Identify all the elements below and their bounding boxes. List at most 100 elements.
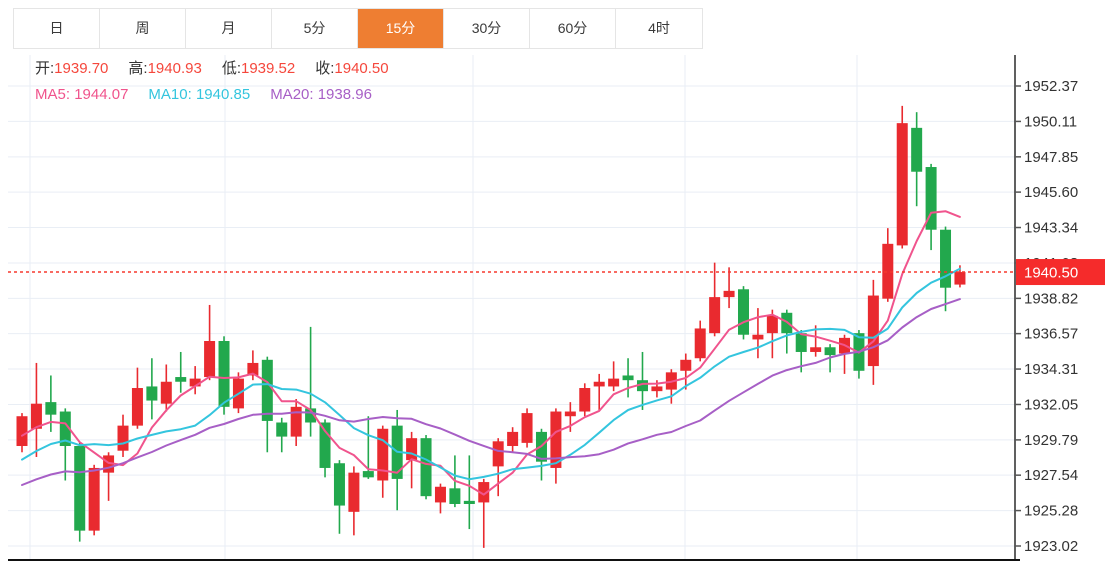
ma-value: 1940.85 xyxy=(195,86,251,103)
candle-body xyxy=(752,334,764,340)
candle-body xyxy=(333,463,345,506)
candle-body xyxy=(709,297,721,334)
candle-48[interactable] xyxy=(709,262,721,337)
y-tick-label: 1936.57 xyxy=(1024,326,1078,343)
candle-body xyxy=(738,289,749,335)
candle-body xyxy=(218,340,230,407)
candle-1[interactable] xyxy=(30,362,42,457)
candle-body xyxy=(88,467,100,531)
candle-41[interactable] xyxy=(608,361,620,392)
y-tick-label: 1938.82 xyxy=(1024,290,1078,307)
candle-body xyxy=(348,472,360,512)
candle-21[interactable] xyxy=(319,419,331,478)
candle-62[interactable] xyxy=(911,112,923,207)
y-tick-label: 1947.85 xyxy=(1024,149,1078,166)
candle-body xyxy=(550,411,562,468)
candle-11[interactable] xyxy=(175,351,187,393)
ohlc-item-0: 开:1939.70 xyxy=(35,60,108,77)
candle-43[interactable] xyxy=(636,351,648,410)
candle-body xyxy=(59,411,71,447)
ohlc-value: 1940.50 xyxy=(334,60,389,77)
candle-0[interactable] xyxy=(16,413,28,453)
candle-body xyxy=(261,359,273,421)
candle-4[interactable] xyxy=(74,442,86,542)
tab-30min[interactable]: 30分 xyxy=(444,9,530,48)
ohlc-value: 1939.52 xyxy=(240,60,296,77)
candle-45[interactable] xyxy=(665,369,677,404)
candle-28[interactable] xyxy=(420,435,432,500)
y-tick-label: 1943.34 xyxy=(1024,220,1078,237)
candle-16[interactable] xyxy=(247,350,259,381)
candle-55[interactable] xyxy=(810,325,822,357)
candle-63[interactable] xyxy=(925,163,937,251)
candle-46[interactable] xyxy=(680,353,692,390)
candle-33[interactable] xyxy=(492,438,504,497)
candle-35[interactable] xyxy=(521,408,533,448)
candle-body xyxy=(507,431,519,447)
candle-body xyxy=(925,167,937,230)
candle-body xyxy=(824,347,836,356)
candle-body xyxy=(723,290,735,298)
candle-body xyxy=(954,272,966,285)
candle-6[interactable] xyxy=(103,452,115,501)
candle-body xyxy=(766,315,778,334)
candle-3[interactable] xyxy=(59,408,71,481)
y-tick-label: 1934.31 xyxy=(1024,361,1078,378)
candle-body xyxy=(463,500,475,504)
y-tick-label: 1927.54 xyxy=(1024,467,1078,484)
candle-29[interactable] xyxy=(434,483,446,514)
candle-53[interactable] xyxy=(781,309,793,354)
ohlc-label: 低: xyxy=(221,60,241,77)
candle-body xyxy=(362,471,374,478)
candle-body xyxy=(420,438,432,497)
candle-19[interactable] xyxy=(290,398,302,447)
candle-5[interactable] xyxy=(88,464,100,536)
candle-49[interactable] xyxy=(723,267,735,309)
candle-body xyxy=(189,378,201,387)
tab-5min[interactable]: 5分 xyxy=(272,9,358,48)
candle-42[interactable] xyxy=(622,358,634,398)
candle-25[interactable] xyxy=(377,425,389,498)
ma-value: 1938.96 xyxy=(317,86,372,103)
candle-body xyxy=(478,482,490,503)
tab-60min[interactable]: 60分 xyxy=(530,9,616,48)
candle-22[interactable] xyxy=(333,460,345,534)
tab-day[interactable]: 日 xyxy=(14,9,100,48)
candle-body xyxy=(911,127,923,172)
candle-39[interactable] xyxy=(579,383,591,417)
candle-7[interactable] xyxy=(117,414,129,457)
candle-36[interactable] xyxy=(535,428,547,481)
candle-body xyxy=(579,388,591,412)
candle-9[interactable] xyxy=(146,358,158,420)
ma-item-0: MA5: 1944.07 xyxy=(35,86,128,103)
candle-13[interactable] xyxy=(204,304,216,381)
candle-12[interactable] xyxy=(189,366,201,395)
tab-month[interactable]: 月 xyxy=(186,9,272,48)
candle-47[interactable] xyxy=(694,320,706,362)
candle-60[interactable] xyxy=(882,228,894,302)
ohlc-row: 开:1939.70 高:1940.93 低:1939.52 收:1940.50 xyxy=(35,60,409,77)
candle-23[interactable] xyxy=(348,466,360,536)
candle-10[interactable] xyxy=(160,364,172,412)
candle-26[interactable] xyxy=(391,409,403,511)
tab-4hour[interactable]: 4时 xyxy=(616,9,702,48)
candle-31[interactable] xyxy=(463,455,475,530)
candle-59[interactable] xyxy=(867,279,879,385)
candle-40[interactable] xyxy=(593,373,605,410)
candle-64[interactable] xyxy=(940,226,952,312)
ma5-line xyxy=(21,210,961,496)
candle-52[interactable] xyxy=(766,309,778,359)
candle-34[interactable] xyxy=(507,427,519,453)
tab-15min[interactable]: 15分 xyxy=(358,9,444,48)
candle-37[interactable] xyxy=(550,408,562,484)
candle-17[interactable] xyxy=(261,356,273,453)
candle-20[interactable] xyxy=(305,326,317,437)
candle-50[interactable] xyxy=(738,286,749,340)
candle-18[interactable] xyxy=(276,417,288,453)
y-tick-label: 1945.60 xyxy=(1024,184,1078,201)
candle-8[interactable] xyxy=(131,367,143,429)
candle-32[interactable] xyxy=(478,478,490,548)
candle-61[interactable] xyxy=(896,105,908,249)
tab-week[interactable]: 周 xyxy=(100,9,186,48)
